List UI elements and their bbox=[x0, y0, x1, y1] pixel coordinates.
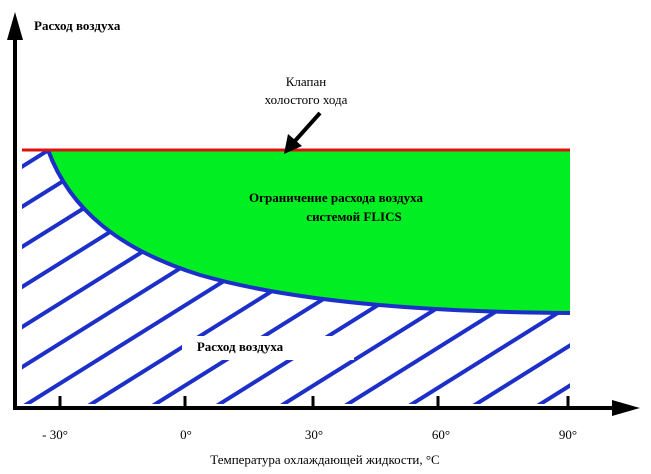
green-area bbox=[48, 150, 570, 313]
x-tick-label: 60° bbox=[432, 427, 450, 442]
x-axis-arrow bbox=[612, 400, 640, 416]
x-tick-label: - 30° bbox=[42, 427, 68, 442]
y-axis-label: Расход воздуха bbox=[34, 18, 121, 33]
limit-curve bbox=[46, 149, 571, 315]
hatched-region-label: Расход воздуха bbox=[197, 339, 284, 354]
valve-arrow bbox=[292, 111, 322, 144]
x-tick-label: 0° bbox=[180, 427, 192, 442]
x-tick-label: 30° bbox=[305, 427, 323, 442]
green-region-label: системой FLICS bbox=[306, 209, 401, 224]
label-background bbox=[182, 336, 354, 360]
x-ticks bbox=[58, 396, 570, 410]
x-tick-label: 90° bbox=[559, 427, 577, 442]
valve-arrow-head bbox=[284, 134, 302, 154]
valve-label: холостого хода bbox=[265, 92, 348, 107]
valve-label: Клапан bbox=[286, 74, 326, 89]
y-axis-arrow bbox=[7, 12, 23, 40]
green-region-label: Ограничение расхода воздуха bbox=[249, 190, 423, 205]
x-axis-label: Температура охлаждающей жидкости, °С bbox=[210, 452, 439, 467]
